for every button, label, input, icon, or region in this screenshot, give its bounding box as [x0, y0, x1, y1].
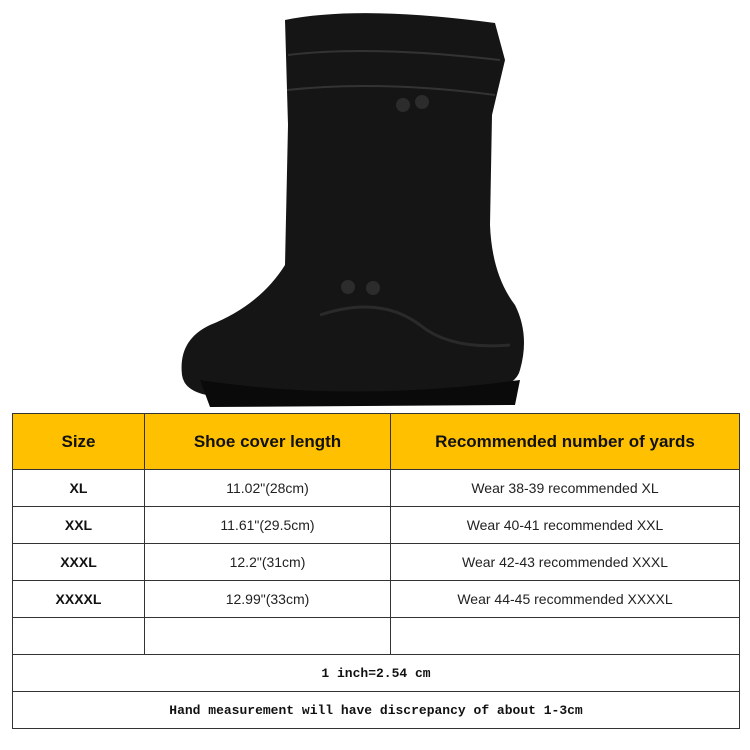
recommendation-cell: Wear 42-43 recommended XXXL	[390, 543, 740, 581]
length-cell: 11.61"(29.5cm)	[144, 506, 391, 544]
size-cell: XXXXL	[12, 580, 145, 618]
header-size: Size	[12, 413, 145, 470]
recommendation-cell: Wear 44-45 recommended XXXXL	[390, 580, 740, 618]
size-cell: XL	[12, 469, 145, 507]
size-cell: XXL	[12, 506, 145, 544]
size-chart-table: Size Shoe cover length Recommended numbe…	[12, 413, 740, 729]
note-row: 1 inch=2.54 cm	[12, 654, 740, 692]
length-cell: 11.02"(28cm)	[144, 469, 391, 507]
measurement-note: Hand measurement will have discrepancy o…	[12, 691, 740, 729]
boot-image	[181, 13, 525, 407]
recommendation-cell: Wear 40-41 recommended XXL	[390, 506, 740, 544]
table-row: XXL 11.61"(29.5cm) Wear 40-41 recommende…	[12, 506, 740, 544]
recommendation-cell: Wear 38-39 recommended XL	[390, 469, 740, 507]
table-header-row: Size Shoe cover length Recommended numbe…	[12, 413, 740, 470]
size-cell: XXXL	[12, 543, 145, 581]
size-cell	[12, 617, 145, 655]
table-row-empty	[12, 617, 740, 655]
note-row: Hand measurement will have discrepancy o…	[12, 691, 740, 729]
length-cell: 12.99"(33cm)	[144, 580, 391, 618]
header-recommended: Recommended number of yards	[390, 413, 740, 470]
table-row: XL 11.02"(28cm) Wear 38-39 recommended X…	[12, 469, 740, 507]
table-row: XXXL 12.2"(31cm) Wear 42-43 recommended …	[12, 543, 740, 581]
header-length: Shoe cover length	[144, 413, 391, 470]
table-row: XXXXL 12.99"(33cm) Wear 44-45 recommende…	[12, 580, 740, 618]
length-cell: 12.2"(31cm)	[144, 543, 391, 581]
recommendation-cell	[390, 617, 740, 655]
length-cell	[144, 617, 391, 655]
conversion-note: 1 inch=2.54 cm	[12, 654, 740, 692]
